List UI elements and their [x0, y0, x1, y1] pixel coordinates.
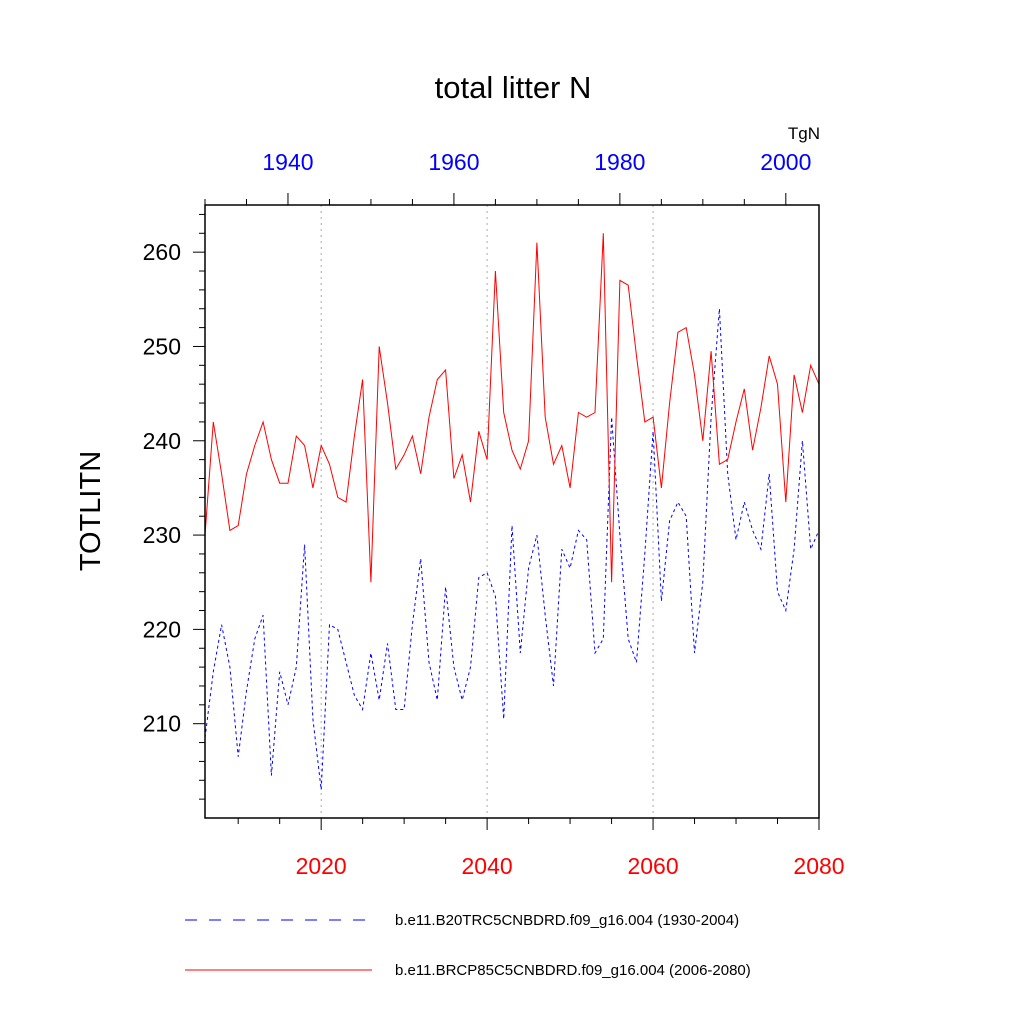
- bottom-tick-label: 2080: [793, 853, 844, 879]
- top-tick-label: 1940: [262, 149, 313, 175]
- y-tick-label: 210: [143, 711, 181, 737]
- y-tick-label: 220: [143, 616, 181, 642]
- bottom-tick-label: 2060: [627, 853, 678, 879]
- legend-label-historical: b.e11.B20TRC5CNBDRD.f09_g16.004 (1930-20…: [395, 912, 739, 929]
- y-tick-label: 230: [143, 522, 181, 548]
- series-line-historical: [204, 308, 820, 790]
- tick-labels: 210 220 230 240 250 260 2020 2040 2060 2080 1940 19…: [143, 149, 845, 879]
- legend-label-rcp85: b.e11.BRCP85C5CNBDRD.f09_g16.004 (2006-2…: [395, 962, 751, 979]
- y-tick-label: 240: [143, 428, 181, 454]
- y-tick-label: 260: [143, 239, 181, 265]
- y-tick-label: 250: [143, 333, 181, 359]
- top-tick-label: 1980: [594, 149, 645, 175]
- plot-frame: [204, 204, 820, 819]
- top-tick-label: 2000: [760, 149, 811, 175]
- grid-lines: [320, 205, 654, 818]
- y-axis-label: TOTLITN: [75, 451, 107, 571]
- series-line-rcp85: [204, 233, 820, 583]
- units-label: TgN: [788, 124, 820, 143]
- bottom-tick-label: 2020: [296, 853, 347, 879]
- top-tick-label: 1960: [428, 149, 479, 175]
- legend: b.e11.B20TRC5CNBDRD.f09_g16.004 (1930-20…: [185, 912, 751, 979]
- axis-ticks: [193, 193, 820, 830]
- bottom-tick-label: 2040: [462, 853, 513, 879]
- series-lines: [204, 233, 820, 790]
- chart-title: total litter N: [435, 70, 592, 105]
